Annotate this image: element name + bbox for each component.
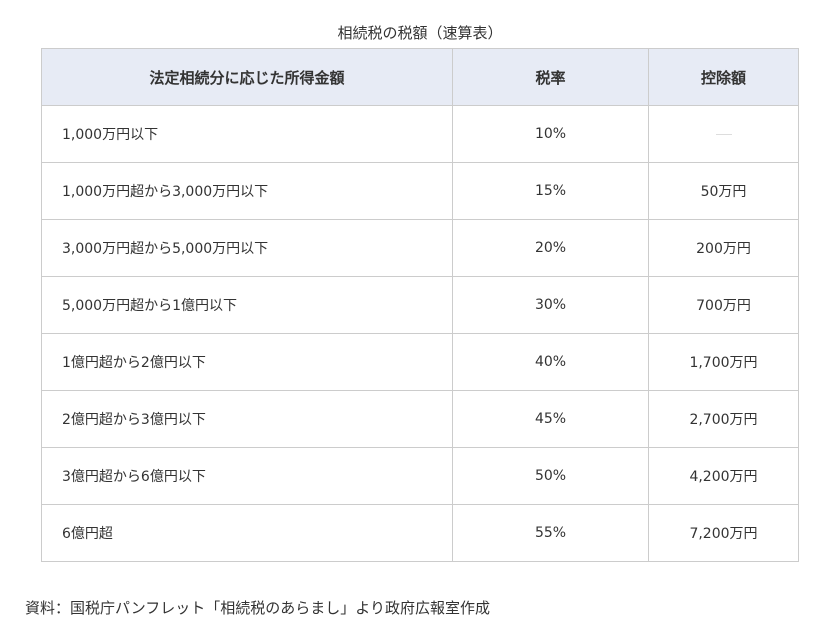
header-rate: 税率 <box>452 48 649 106</box>
deduction-cell: 7,200万円 <box>648 504 799 562</box>
rate-cell: 55% <box>452 504 649 562</box>
header-deduction: 控除額 <box>648 48 799 106</box>
table-row: 5,000万円超から1億円以下 30% 700万円 <box>41 276 799 334</box>
rate-cell: 30% <box>452 276 649 334</box>
tax-rate-table: 法定相続分に応じた所得金額 税率 控除額 1,000万円以下 10% 1,000万円… <box>41 48 799 562</box>
deduction-cell: 700万円 <box>648 276 799 334</box>
table-row: 1,000万円以下 10% <box>41 105 799 163</box>
income-cell: 6億円超 <box>41 504 453 562</box>
deduction-cell: 200万円 <box>648 219 799 277</box>
table-row: 1億円超から2億円以下 40% 1,700万円 <box>41 333 799 391</box>
deduction-cell: 1,700万円 <box>648 333 799 391</box>
table-row: 2億円超から3億円以下 45% 2,700万円 <box>41 390 799 448</box>
income-cell: 1,000万円以下 <box>41 105 453 163</box>
table-row: 1,000万円超から3,000万円以下 15% 50万円 <box>41 162 799 220</box>
rate-cell: 20% <box>452 219 649 277</box>
rate-cell: 45% <box>452 390 649 448</box>
rate-cell: 10% <box>452 105 649 163</box>
table-title: 相続税の税額（速算表） <box>337 24 503 42</box>
income-cell: 1億円超から2億円以下 <box>41 333 453 391</box>
income-cell: 5,000万円超から1億円以下 <box>41 276 453 334</box>
table-header-row: 法定相続分に応じた所得金額 税率 控除額 <box>41 48 799 106</box>
header-income: 法定相続分に応じた所得金額 <box>41 48 453 106</box>
rate-cell: 15% <box>452 162 649 220</box>
income-cell: 1,000万円超から3,000万円以下 <box>41 162 453 220</box>
deduction-cell: 50万円 <box>648 162 799 220</box>
income-cell: 3,000万円超から5,000万円以下 <box>41 219 453 277</box>
table-row: 3億円超から6億円以下 50% 4,200万円 <box>41 447 799 505</box>
table-row: 3,000万円超から5,000万円以下 20% 200万円 <box>41 219 799 277</box>
income-cell: 3億円超から6億円以下 <box>41 447 453 505</box>
income-cell: 2億円超から3億円以下 <box>41 390 453 448</box>
deduction-cell: 2,700万円 <box>648 390 799 448</box>
table-row: 6億円超 55% 7,200万円 <box>41 504 799 562</box>
rate-cell: 50% <box>452 447 649 505</box>
rate-cell: 40% <box>452 333 649 391</box>
source-note: 資料：国税庁パンフレット「相続税のあらまし」より政府広報室作成 <box>25 599 491 617</box>
deduction-cell: 4,200万円 <box>648 447 799 505</box>
deduction-cell <box>648 105 799 163</box>
dash-mark <box>715 133 732 135</box>
